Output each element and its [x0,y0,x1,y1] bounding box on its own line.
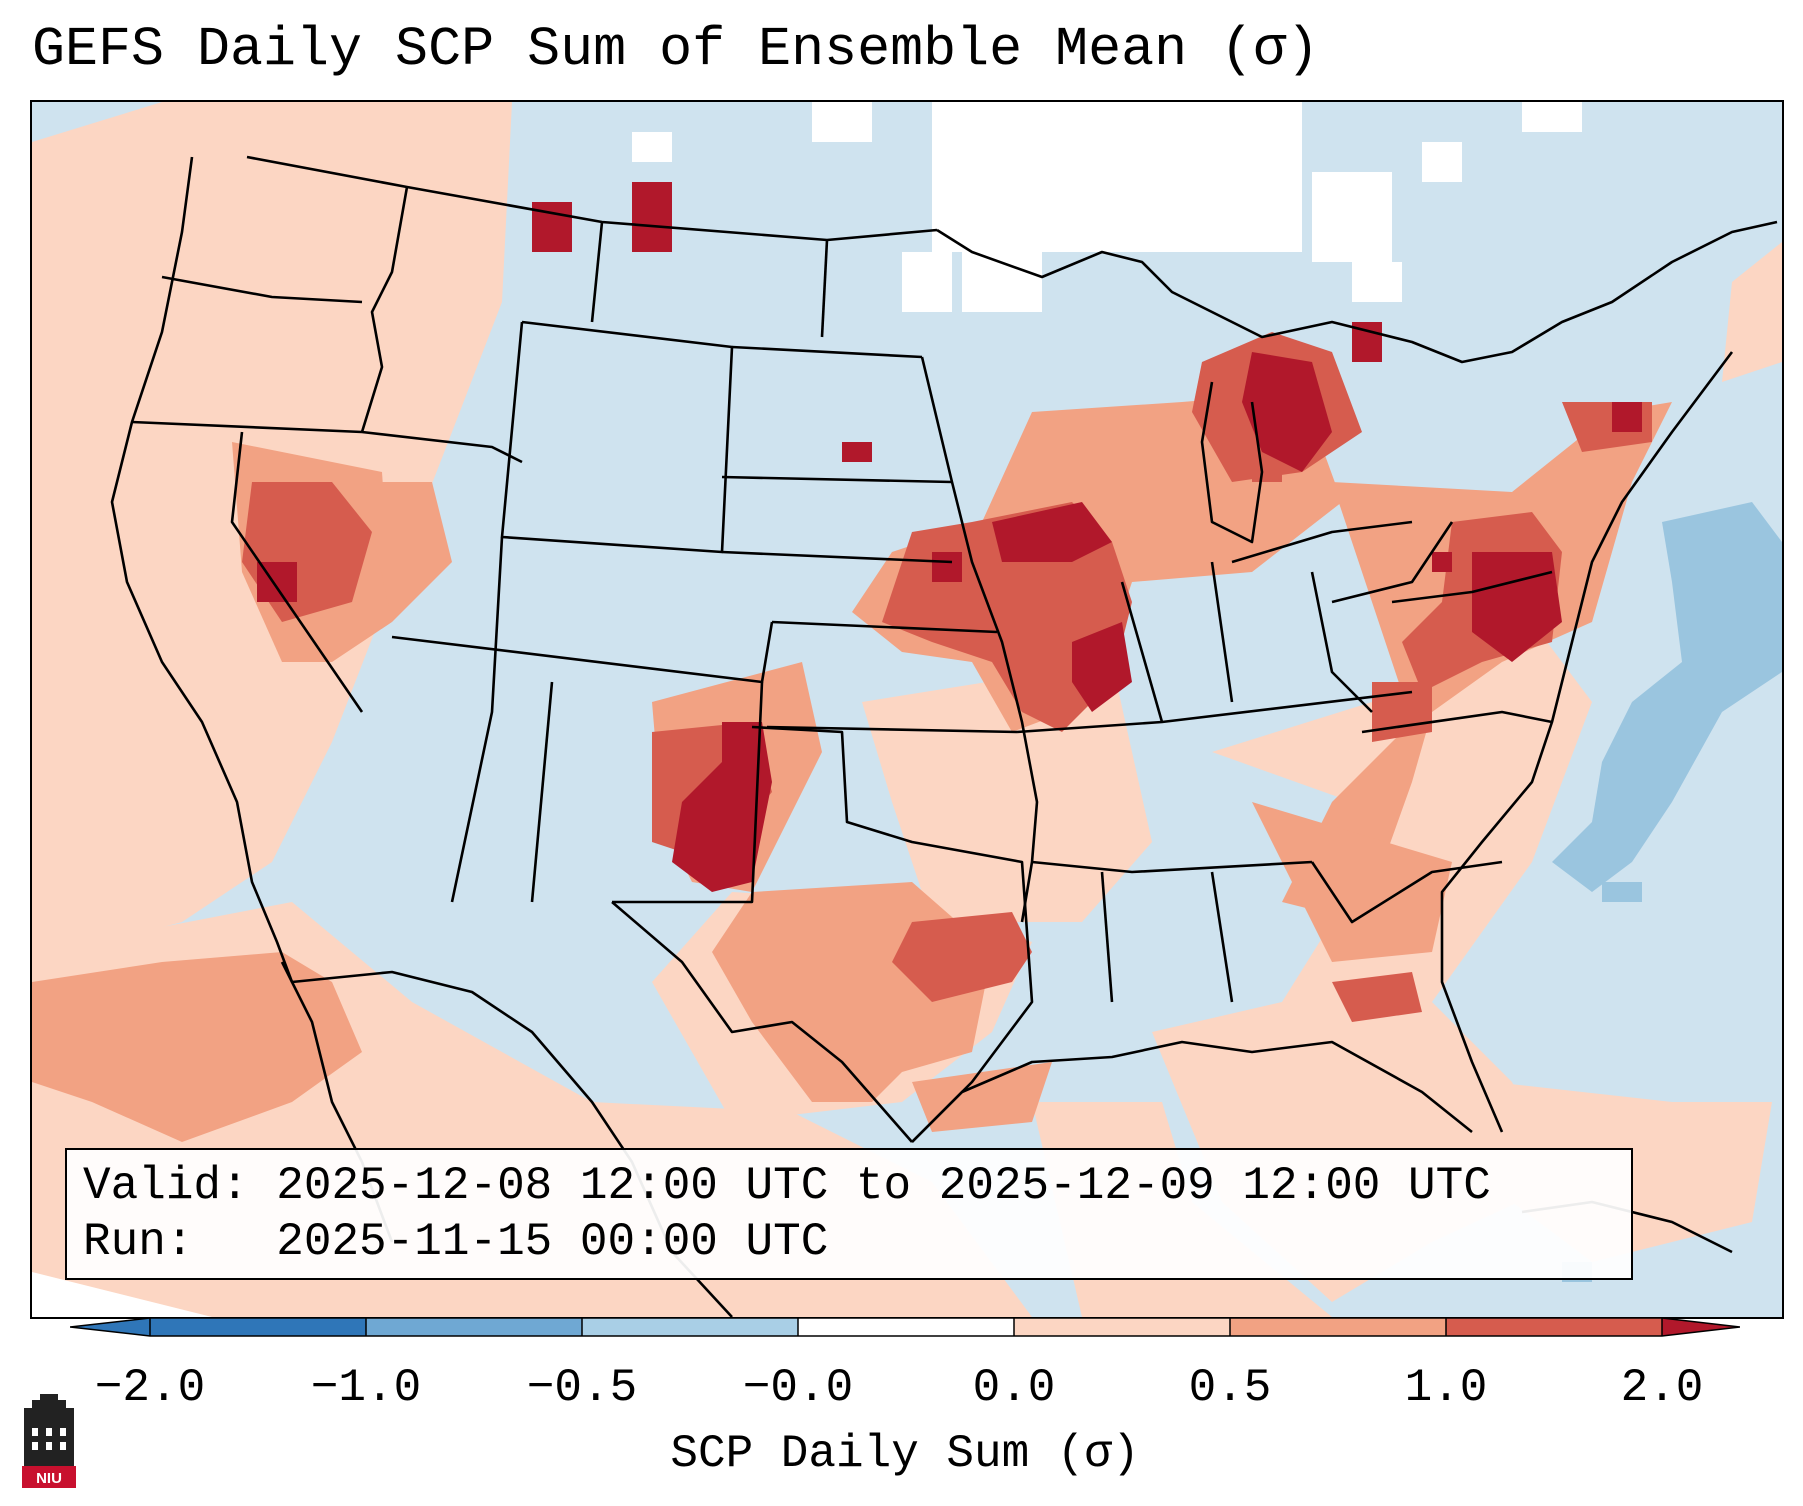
state-boundaries [110,155,1778,1317]
map-title: GEFS Daily SCP Sum of Ensemble Mean (σ) [32,18,1320,81]
valid-time-line: Valid: 2025-12-08 12:00 UTC to 2025-12-0… [83,1160,1491,1212]
colorbar-tick: 1.0 [1404,1362,1488,1414]
colorbar-extend-low [70,1318,150,1336]
niu-logo-icon: NIU [22,1394,76,1488]
colorbar-bin-2 [366,1318,582,1336]
colorbar-extend-high [1662,1318,1740,1336]
colorbar-bin-6 [1230,1318,1446,1336]
colorbar-bin-3 [582,1318,798,1336]
colorbar-bin-7 [1446,1318,1662,1336]
colorbar-tick: 0.0 [972,1362,1056,1414]
colorbar-label: SCP Daily Sum (σ) [670,1428,1140,1480]
colorbar-tick: −0.5 [526,1362,638,1414]
colorbar-bin-5 [1014,1318,1230,1336]
svg-text:NIU: NIU [36,1470,62,1487]
colorbar-tick: −1.0 [310,1362,422,1414]
colorbar-tick: −2.0 [94,1362,206,1414]
map-panel [30,100,1784,1319]
run-time-line: Run: 2025-11-15 00:00 UTC [83,1216,829,1268]
field-extreme-positive [257,182,1642,892]
run-info-box: Valid: 2025-12-08 12:00 UTC to 2025-12-0… [65,1148,1633,1280]
colorbar-tick: 0.5 [1188,1362,1272,1414]
colorbar-bin-1 [150,1318,366,1336]
colorbar-tick: 2.0 [1620,1362,1704,1414]
colorbar-bin-4 [798,1318,1014,1336]
colorbar [70,1317,1740,1337]
colorbar-tick: −0.0 [742,1362,854,1414]
map-canvas [32,102,1782,1317]
